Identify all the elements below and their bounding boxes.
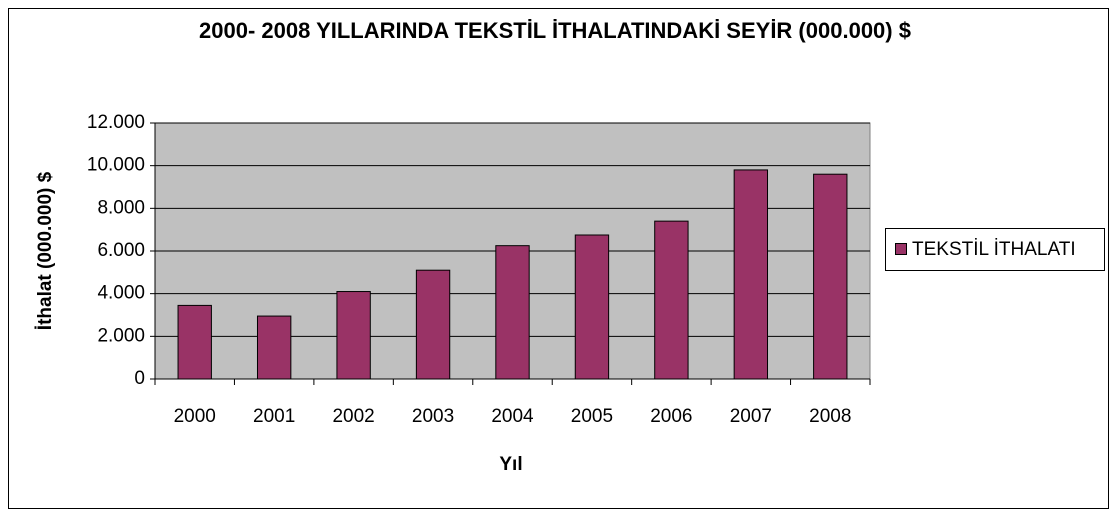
- y-tick-label: 6.000: [97, 240, 145, 261]
- y-axis-title: İthalat (000.000) $: [35, 171, 56, 330]
- bar: [574, 234, 610, 380]
- x-tick-label: 2005: [571, 406, 613, 427]
- chart-title: 2000- 2008 YILLARINDA TEKSTİL İTHALATIND…: [199, 18, 911, 43]
- x-tick-label: 2006: [650, 406, 692, 427]
- bar: [733, 169, 769, 380]
- bar: [654, 220, 689, 380]
- bar: [415, 269, 451, 380]
- x-tick-label: 2001: [253, 406, 295, 427]
- y-tick-label: 8.000: [97, 197, 145, 218]
- x-tick-label: 2008: [809, 406, 851, 427]
- y-tick-label: 4.000: [97, 283, 145, 304]
- legend-swatch: [895, 243, 907, 255]
- x-axis-title: Yıl: [499, 454, 522, 475]
- x-tick-label: 2007: [730, 406, 772, 427]
- bar: [495, 245, 530, 380]
- legend-box: [885, 228, 1105, 271]
- x-tick-label: 2002: [332, 406, 374, 427]
- bar: [256, 315, 292, 380]
- x-tick-label: 2003: [412, 406, 454, 427]
- y-tick-label: 2.000: [97, 325, 145, 346]
- bar: [177, 304, 212, 380]
- bar: [813, 173, 848, 380]
- x-tick-label: 2000: [174, 406, 216, 427]
- legend-label: TEKSTİL İTHALATI: [912, 239, 1076, 260]
- y-tick-label: 0: [134, 368, 145, 389]
- y-tick-label: 12.000: [87, 112, 145, 133]
- y-tick-label: 10.000: [87, 155, 145, 176]
- x-tick-label: 2004: [491, 406, 534, 427]
- bar: [336, 291, 371, 380]
